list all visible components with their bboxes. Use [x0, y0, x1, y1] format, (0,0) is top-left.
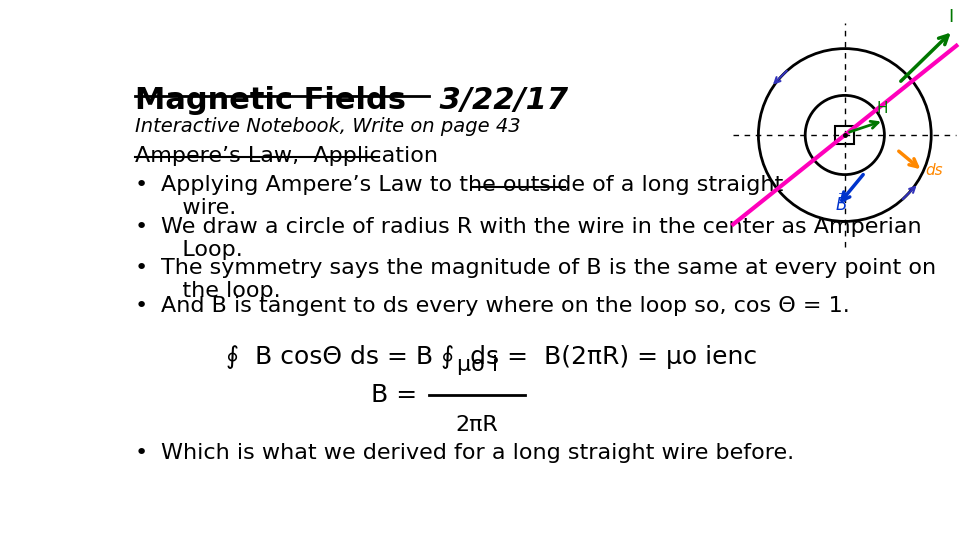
Text: Ampere’s Law,  Application: Ampere’s Law, Application [134, 146, 438, 166]
Text: Which is what we derived for a long straight wire before.: Which is what we derived for a long stra… [161, 443, 794, 463]
Text: •: • [134, 295, 148, 315]
Text: ds: ds [925, 163, 943, 178]
Text: Interactive Notebook, Write on page 43: Interactive Notebook, Write on page 43 [134, 117, 520, 136]
Text: H: H [876, 102, 888, 117]
Bar [835, 126, 854, 144]
Text: ∮  B cosΘ ds = B ∮  ds =  B(2πR) = μo ienc: ∮ B cosΘ ds = B ∮ ds = B(2πR) = μo ienc [227, 346, 757, 369]
Text: I: I [948, 8, 954, 25]
Text: μo i: μo i [457, 355, 497, 375]
Text: And B is tangent to ds every where on the loop so, cos Θ = 1.: And B is tangent to ds every where on th… [161, 295, 850, 315]
Text: The symmetry says the magnitude of B is the same at every point on
   the loop.: The symmetry says the magnitude of B is … [161, 258, 936, 301]
Text: 3/22/17: 3/22/17 [429, 85, 568, 114]
Text: Magnetic Fields: Magnetic Fields [134, 85, 406, 114]
Text: •: • [134, 258, 148, 278]
Text: •: • [134, 443, 148, 463]
Text: 2πR: 2πR [456, 415, 498, 435]
Text: Applying Ampere’s Law to the outside of a long straight
   wire.: Applying Ampere’s Law to the outside of … [161, 175, 783, 218]
Text: $\vec{B}$: $\vec{B}$ [834, 193, 848, 215]
Text: •: • [134, 175, 148, 195]
Text: •: • [134, 217, 148, 237]
Text: We draw a circle of radius R with the wire in the center as Amperian
   Loop.: We draw a circle of radius R with the wi… [161, 217, 922, 260]
Text: B =: B = [371, 383, 425, 407]
